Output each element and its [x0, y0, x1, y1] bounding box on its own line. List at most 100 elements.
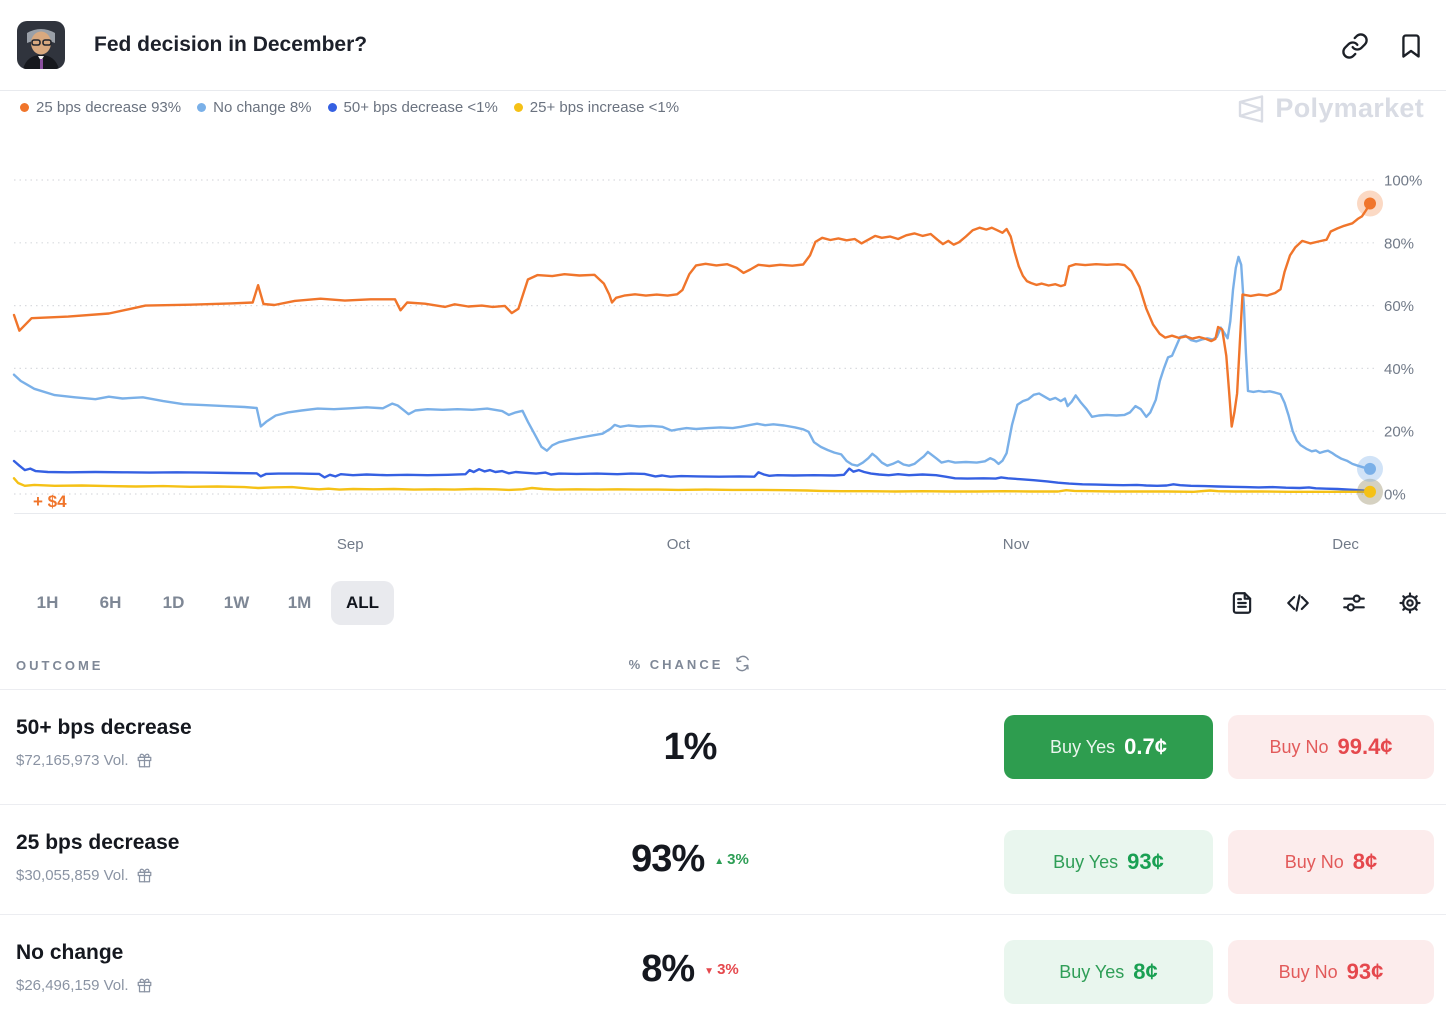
- chart-settings-icon[interactable]: [1341, 590, 1367, 616]
- chart-legend: 25 bps decrease 93% No change 8% 50+ bps…: [20, 99, 679, 116]
- header-divider: [0, 90, 1446, 91]
- endpoint-dot-25-bps-decrease: [1364, 197, 1376, 210]
- range-1w[interactable]: 1W: [205, 581, 268, 625]
- outcome-row: 50+ bps decrease $72,165,973 Vol. 1% Buy…: [0, 690, 1446, 805]
- gear-icon[interactable]: [1397, 590, 1423, 616]
- y-axis-label: 0%: [1384, 487, 1406, 504]
- page-title: Fed decision in December?: [94, 33, 368, 56]
- legend-label: 25+ bps increase <1%: [529, 99, 680, 116]
- outcome-chance: 93% ▲ 3%: [545, 805, 835, 914]
- x-axis-label: Oct: [667, 536, 691, 553]
- y-axis-label: 20%: [1384, 424, 1414, 441]
- polymarket-watermark: Polymarket: [1236, 93, 1424, 124]
- refresh-icon[interactable]: [733, 655, 751, 673]
- buy-no-price: 93¢: [1346, 959, 1384, 984]
- gift-icon: [137, 868, 151, 883]
- buy-yes-label: Buy Yes: [1050, 736, 1116, 757]
- range-1m[interactable]: 1M: [268, 581, 331, 625]
- legend-dot-blue: [327, 103, 337, 112]
- legend-dot-yellow: [513, 103, 523, 112]
- buy-no-label: Buy No: [1278, 961, 1338, 982]
- legend-item: 25+ bps increase <1%: [513, 99, 680, 116]
- gift-icon: [137, 753, 151, 768]
- x-axis-label: Nov: [1003, 536, 1030, 553]
- polymarket-logo-icon: [1239, 94, 1264, 123]
- buy-yes-label: Buy Yes: [1059, 961, 1125, 982]
- chance-header-label: % CHANCE: [628, 656, 724, 672]
- buy-yes-price: 93¢: [1127, 849, 1164, 874]
- buy-no-price: 99.4¢: [1337, 734, 1393, 759]
- series-line-25-bps-decrease[interactable]: [12, 202, 1372, 428]
- outcome-volume: $30,055,859 Vol.: [16, 867, 152, 884]
- outcome-chance: 8% ▼ 3%: [545, 915, 835, 1020]
- time-range-selector: 1H 6H 1D 1W 1M ALL: [16, 581, 394, 625]
- buy-yes-price: 0.7¢: [1124, 734, 1167, 759]
- chance-value: 1%: [663, 725, 718, 768]
- legend-item: 50+ bps decrease <1%: [327, 99, 498, 116]
- range-1d[interactable]: 1D: [142, 581, 205, 625]
- endpoint-dot-no-change: [1364, 462, 1376, 475]
- buy-no-button[interactable]: Buy No 99.4¢: [1228, 715, 1434, 779]
- legend-dot-lightblue: [197, 103, 207, 112]
- outcome-column-header: OUTCOME: [16, 658, 104, 673]
- chart-tools: [1229, 590, 1423, 616]
- buy-yes-button[interactable]: Buy Yes 0.7¢: [1004, 715, 1213, 779]
- copy-link-icon[interactable]: [1341, 32, 1369, 60]
- legend-label: 50+ bps decrease <1%: [343, 99, 498, 116]
- volume-text: $72,165,973 Vol.: [16, 752, 129, 769]
- outcome-row: No change $26,496,159 Vol. 8% ▼ 3% Buy Ye…: [0, 915, 1446, 1020]
- buy-yes-button[interactable]: Buy Yes 8¢: [1004, 940, 1213, 1004]
- outcome-name: No change: [16, 941, 124, 964]
- change-arrow-icon: ▼: [704, 966, 715, 977]
- buy-no-label: Buy No: [1269, 736, 1329, 757]
- range-all[interactable]: ALL: [331, 581, 394, 625]
- price-history-chart[interactable]: 100% 80% 60% 40% 20% 0% Sep Oct Nov Dec + $4: [0, 130, 1446, 570]
- x-axis-label: Dec: [1332, 536, 1359, 553]
- range-6h[interactable]: 6H: [79, 581, 142, 625]
- outcome-row: 25 bps decrease $30,055,859 Vol. 93% ▲ 3%…: [0, 805, 1446, 915]
- volume-text: $30,055,859 Vol.: [16, 867, 129, 884]
- change-value: 3%: [717, 961, 739, 978]
- buy-no-button[interactable]: Buy No 93¢: [1228, 940, 1434, 1004]
- volume-text: $26,496,159 Vol.: [16, 977, 129, 994]
- order-book-icon[interactable]: [1229, 590, 1255, 616]
- outcome-name: 50+ bps decrease: [16, 716, 192, 739]
- legend-item: No change 8%: [197, 99, 312, 116]
- outcome-chance: 1%: [545, 690, 835, 804]
- market-avatar: [17, 21, 65, 69]
- outcome-volume: $72,165,973 Vol.: [16, 752, 152, 769]
- legend-label: 25 bps decrease 93%: [36, 99, 182, 116]
- legend-label: No change 8%: [213, 99, 312, 116]
- y-axis-label: 100%: [1384, 173, 1422, 190]
- endpoint-dot-25-bps-increase: [1364, 485, 1376, 498]
- buy-yes-label: Buy Yes: [1053, 851, 1119, 872]
- chance-column-header: % CHANCE: [545, 655, 835, 673]
- chance-value: 8%: [641, 948, 695, 990]
- chance-change: ▲ 3%: [714, 851, 749, 868]
- outcome-volume: $26,496,159 Vol.: [16, 977, 152, 994]
- embed-code-icon[interactable]: [1285, 590, 1311, 616]
- watermark-text: Polymarket: [1275, 93, 1424, 123]
- legend-dot-orange: [20, 103, 29, 112]
- buy-no-price: 8¢: [1352, 849, 1378, 874]
- series-line-25-bps-increase[interactable]: [12, 477, 1372, 493]
- chance-value: 93%: [631, 838, 705, 880]
- bookmark-icon[interactable]: [1397, 32, 1425, 60]
- y-axis-label: 60%: [1384, 298, 1414, 315]
- change-arrow-icon: ▲: [714, 856, 725, 867]
- y-axis-label: 40%: [1384, 361, 1414, 378]
- series-line-50-bps-decrease[interactable]: [12, 459, 1372, 493]
- chance-change: ▼ 3%: [704, 961, 739, 978]
- legend-item: 25 bps decrease 93%: [20, 99, 181, 116]
- y-axis-label: 80%: [1384, 235, 1414, 252]
- buy-yes-button[interactable]: Buy Yes 93¢: [1004, 830, 1213, 894]
- buy-yes-price: 8¢: [1133, 959, 1158, 984]
- x-axis-label: Sep: [337, 536, 364, 553]
- range-1h[interactable]: 1H: [16, 581, 79, 625]
- outcome-table-header: OUTCOME % CHANCE: [0, 645, 1446, 690]
- change-value: 3%: [727, 851, 749, 868]
- series-line-no-change[interactable]: [12, 255, 1372, 471]
- gift-icon: [137, 978, 151, 993]
- buy-no-button[interactable]: Buy No 8¢: [1228, 830, 1434, 894]
